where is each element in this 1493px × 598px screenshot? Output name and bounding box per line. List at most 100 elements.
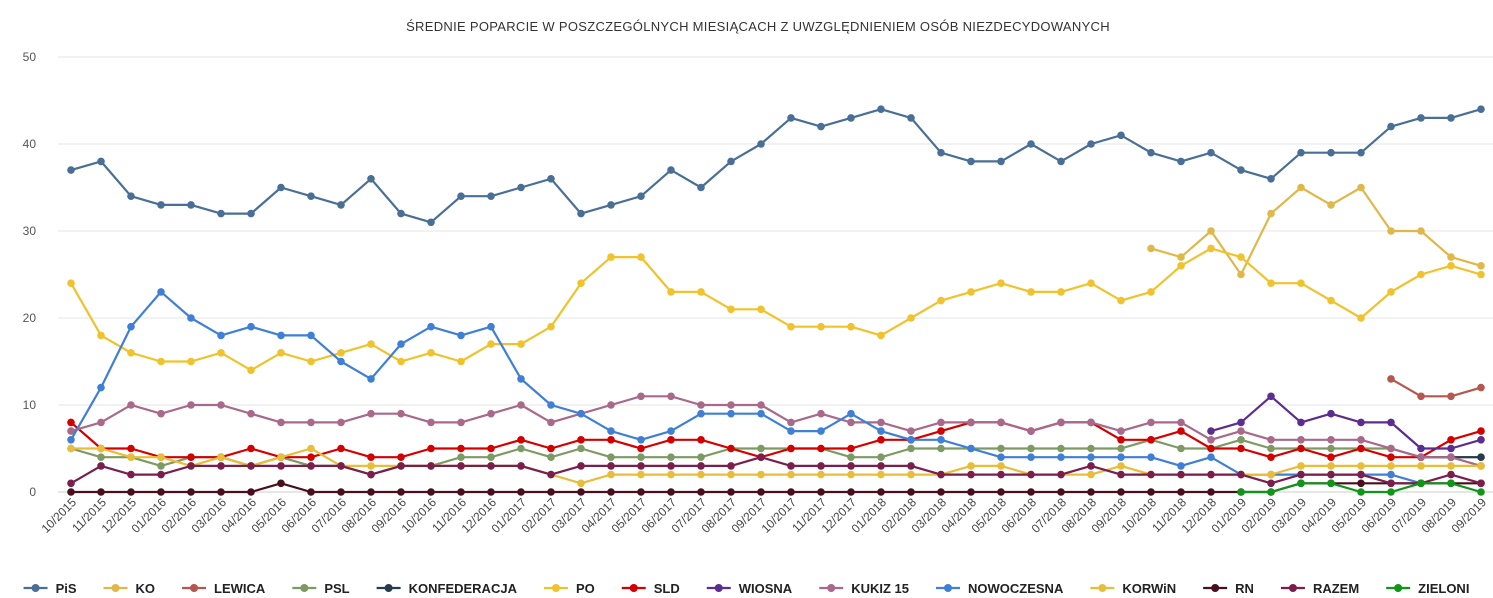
data-point[interactable] — [1027, 488, 1035, 496]
data-point[interactable] — [247, 409, 255, 418]
data-point[interactable] — [1357, 436, 1365, 444]
data-point[interactable] — [637, 488, 645, 496]
data-point[interactable] — [187, 314, 195, 322]
data-point[interactable] — [787, 427, 795, 435]
data-point[interactable] — [1177, 488, 1185, 496]
data-point[interactable] — [217, 401, 225, 409]
data-point[interactable] — [907, 470, 915, 479]
data-point[interactable] — [187, 401, 195, 409]
data-point[interactable] — [1327, 436, 1335, 444]
data-point[interactable] — [787, 462, 795, 470]
data-point[interactable] — [1207, 148, 1215, 157]
data-point[interactable] — [1267, 470, 1275, 479]
data-point[interactable] — [547, 401, 555, 409]
data-point[interactable] — [1417, 392, 1425, 401]
data-point[interactable] — [1477, 462, 1485, 470]
data-point[interactable] — [1477, 105, 1485, 113]
data-point[interactable] — [1327, 409, 1335, 418]
data-point[interactable] — [337, 444, 345, 453]
data-point[interactable] — [1297, 462, 1305, 470]
data-point[interactable] — [937, 148, 945, 157]
data-point[interactable] — [307, 444, 315, 453]
legend-item-sld[interactable]: SLD — [621, 581, 680, 596]
data-point[interactable] — [727, 470, 735, 479]
data-point[interactable] — [1177, 253, 1185, 261]
data-point[interactable] — [397, 488, 405, 496]
data-point[interactable] — [307, 453, 315, 462]
data-point[interactable] — [1477, 383, 1485, 392]
data-point[interactable] — [1417, 270, 1425, 279]
data-point[interactable] — [907, 314, 915, 322]
data-point[interactable] — [847, 409, 855, 418]
data-point[interactable] — [97, 453, 105, 462]
data-point[interactable] — [967, 470, 975, 479]
data-point[interactable] — [1057, 470, 1065, 479]
data-point[interactable] — [1417, 453, 1425, 462]
data-point[interactable] — [847, 462, 855, 470]
data-point[interactable] — [667, 436, 675, 444]
data-point[interactable] — [1357, 314, 1365, 322]
data-point[interactable] — [577, 209, 585, 218]
data-point[interactable] — [247, 366, 255, 375]
data-point[interactable] — [1387, 288, 1395, 296]
data-point[interactable] — [157, 488, 165, 496]
data-point[interactable] — [577, 479, 585, 488]
data-point[interactable] — [1237, 270, 1245, 279]
data-point[interactable] — [1447, 392, 1455, 401]
data-point[interactable] — [1447, 262, 1455, 270]
data-point[interactable] — [997, 453, 1005, 462]
data-point[interactable] — [1417, 462, 1425, 470]
data-point[interactable] — [1387, 462, 1395, 470]
data-point[interactable] — [787, 444, 795, 453]
data-point[interactable] — [1327, 479, 1335, 488]
data-point[interactable] — [427, 488, 435, 496]
data-point[interactable] — [607, 201, 615, 209]
data-point[interactable] — [127, 322, 135, 331]
data-point[interactable] — [97, 488, 105, 496]
legend-item-psl[interactable]: PSL — [292, 581, 350, 596]
data-point[interactable] — [967, 462, 975, 470]
data-point[interactable] — [907, 444, 915, 453]
legend[interactable]: PiS KO LEWICA PSL KONFEDERACJA PO SLD WIOSNA KUK… — [23, 581, 1470, 596]
data-point[interactable] — [1087, 453, 1095, 462]
data-point[interactable] — [1087, 279, 1095, 288]
data-point[interactable] — [1447, 453, 1455, 462]
data-point[interactable] — [1117, 131, 1125, 140]
data-point[interactable] — [577, 409, 585, 418]
data-point[interactable] — [607, 401, 615, 409]
data-point[interactable] — [517, 444, 525, 453]
data-point[interactable] — [157, 470, 165, 479]
data-point[interactable] — [217, 462, 225, 470]
data-point[interactable] — [787, 114, 795, 122]
data-point[interactable] — [367, 409, 375, 418]
data-point[interactable] — [187, 201, 195, 209]
data-point[interactable] — [457, 462, 465, 470]
data-point[interactable] — [457, 192, 465, 200]
data-point[interactable] — [277, 418, 285, 427]
data-point[interactable] — [1237, 488, 1245, 496]
data-point[interactable] — [577, 444, 585, 453]
series-lewica[interactable] — [1387, 375, 1485, 401]
legend-item-korwin[interactable]: KORWiN — [1090, 581, 1176, 596]
data-point[interactable] — [217, 349, 225, 357]
data-point[interactable] — [907, 488, 915, 496]
data-point[interactable] — [937, 418, 945, 427]
data-point[interactable] — [637, 453, 645, 462]
data-point[interactable] — [547, 444, 555, 453]
data-point[interactable] — [877, 453, 885, 462]
data-point[interactable] — [757, 305, 765, 314]
data-point[interactable] — [217, 209, 225, 218]
data-point[interactable] — [1117, 436, 1125, 444]
data-point[interactable] — [1267, 436, 1275, 444]
data-point[interactable] — [727, 409, 735, 418]
data-point[interactable] — [1297, 148, 1305, 157]
data-point[interactable] — [307, 357, 315, 366]
data-point[interactable] — [127, 488, 135, 496]
data-point[interactable] — [1117, 453, 1125, 462]
data-point[interactable] — [877, 436, 885, 444]
data-point[interactable] — [397, 462, 405, 470]
data-point[interactable] — [1207, 244, 1215, 253]
data-point[interactable] — [1177, 470, 1185, 479]
legend-item-pis[interactable]: PiS — [23, 581, 77, 596]
data-point[interactable] — [787, 418, 795, 427]
